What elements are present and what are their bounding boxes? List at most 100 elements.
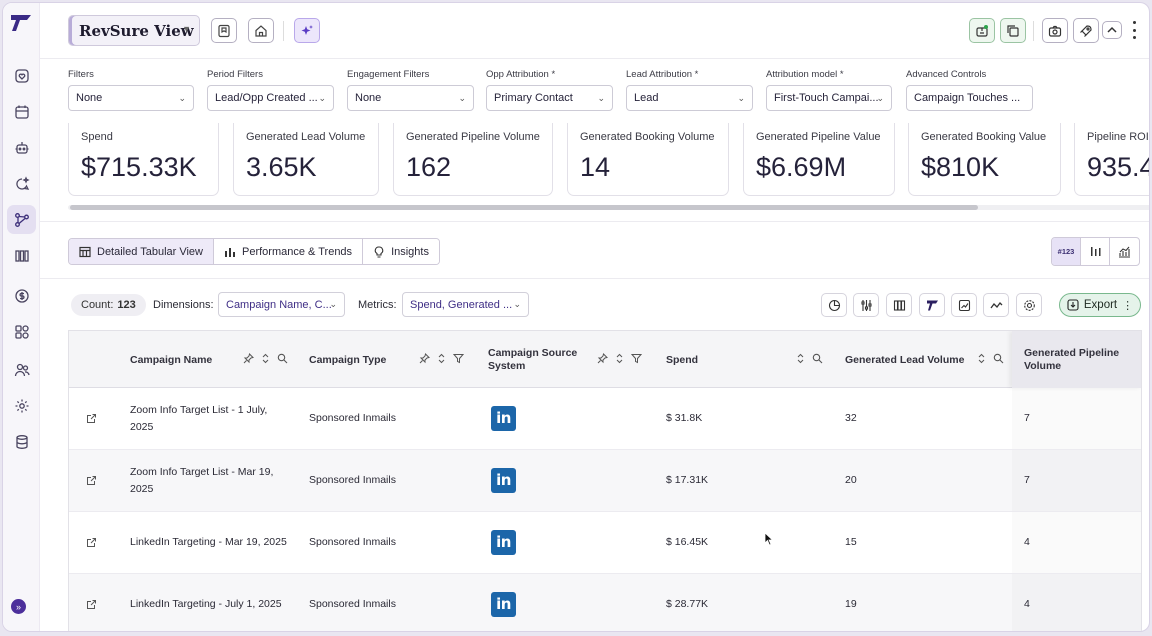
open-link-button[interactable] [86, 450, 97, 511]
filter-value: Campaign Touches ... [914, 92, 1021, 104]
filter-select[interactable]: None ⌄ [68, 85, 194, 111]
ai-assistant-button[interactable] [294, 18, 320, 43]
filter-icon[interactable] [453, 353, 464, 364]
filter-select[interactable]: Lead ⌄ [626, 85, 753, 111]
collapse-button[interactable] [1102, 21, 1122, 39]
open-link-button[interactable] [86, 512, 97, 573]
column-header-campaign-name[interactable]: Campaign Name [130, 331, 308, 388]
tab-performance-trends[interactable]: Performance & Trends [214, 239, 364, 264]
revsure-filter-button[interactable] [919, 293, 945, 317]
sort-icon[interactable] [976, 353, 987, 364]
external-link-icon [87, 414, 96, 423]
kpi-card[interactable]: Generated Booking Value $810K [908, 123, 1061, 196]
kpi-card[interactable]: Generated Pipeline Volume 162 [393, 123, 553, 196]
sidebar-item-boards[interactable] [7, 241, 36, 270]
numeric-view-button[interactable]: #123 [1052, 238, 1081, 265]
count-label: Count: [81, 299, 114, 311]
copy-view-button[interactable] [1000, 18, 1026, 43]
pin-icon[interactable] [419, 353, 430, 364]
sidebar-item-home[interactable] [7, 61, 36, 90]
column-header-generated-pipeline-volume[interactable]: Generated Pipeline Volume [1012, 331, 1141, 388]
filter-select[interactable]: Lead/Opp Created ... ⌄ [207, 85, 334, 111]
cell-campaign-name: LinkedIn Targeting - July 1, 2025 [130, 598, 282, 610]
table-row[interactable]: LinkedIn Targeting - July 1, 2025 Sponso… [69, 574, 1141, 631]
expand-sidebar-button[interactable]: » [11, 599, 26, 614]
kpi-card[interactable]: Generated Pipeline Value $6.69M [743, 123, 895, 196]
filter-icon[interactable] [631, 353, 642, 364]
header-actions [243, 353, 288, 364]
sort-icon[interactable] [795, 353, 806, 364]
tab-insights[interactable]: Insights [363, 239, 439, 264]
table-settings-button[interactable] [1016, 293, 1042, 317]
adjust-columns-button[interactable] [853, 293, 879, 317]
column-header-campaign-source-system[interactable]: Campaign Source System [488, 331, 666, 388]
trend-chart-button[interactable] [951, 293, 977, 317]
filter-select[interactable]: Campaign Touches ... [906, 85, 1033, 111]
column-header-spend[interactable]: Spend [666, 331, 844, 388]
home-button[interactable] [248, 18, 274, 43]
export-button[interactable]: Export ⋮ [1059, 293, 1141, 317]
view-selector[interactable]: RevSure View ▼ [68, 15, 200, 46]
open-link-button[interactable] [86, 388, 97, 449]
kpi-card[interactable]: Spend $715.33K [68, 123, 219, 196]
cell-campaign-type: Sponsored Inmails [309, 598, 396, 610]
sparkline-button[interactable] [983, 293, 1009, 317]
sidebar-item-data[interactable] [7, 427, 36, 456]
linkedin-icon: in [491, 574, 516, 631]
sidebar-item-chat[interactable] [7, 169, 36, 198]
sort-icon[interactable] [260, 353, 271, 364]
search-icon[interactable] [993, 353, 1004, 364]
snapshot-button[interactable] [1042, 18, 1068, 43]
lightbulb-icon [374, 245, 384, 258]
filter-select[interactable]: Primary Contact ⌄ [486, 85, 613, 111]
kpi-card[interactable]: Generated Lead Volume 3.65K [233, 123, 379, 196]
column-view-button[interactable] [886, 293, 912, 317]
filter-select[interactable]: First-Touch Campai... ⌄ [766, 85, 892, 111]
bar-chart-icon [225, 247, 235, 257]
sidebar-item-user-settings[interactable] [7, 317, 36, 346]
sidebar-item-integrations[interactable] [7, 391, 36, 420]
metrics-select[interactable]: Spend, Generated ... ⌄ [402, 292, 529, 317]
metrics-value: Spend, Generated ... [410, 298, 513, 311]
kpi-scrollbar[interactable] [68, 205, 1149, 210]
kpi-card[interactable]: Pipeline ROI 935.4 [1074, 123, 1149, 196]
column-header-generated-lead-volume[interactable]: Generated Lead Volume [845, 331, 1013, 388]
chart-view-button[interactable] [1110, 238, 1139, 265]
share-button[interactable] [969, 18, 995, 43]
pin-icon[interactable] [243, 353, 254, 364]
revsure-logo-icon[interactable] [10, 13, 32, 33]
sidebar-item-agent[interactable] [7, 133, 36, 162]
sidebar-item-revenue[interactable] [7, 281, 36, 310]
table-row[interactable]: Zoom Info Target List - 1 July, 2025 Spo… [69, 388, 1141, 450]
distribution-view-button[interactable] [1081, 238, 1110, 265]
bookmark-button[interactable] [211, 18, 237, 43]
dimensions-select[interactable]: Campaign Name, C... ⌄ [218, 292, 345, 317]
filter-opp-attribution: Opp Attribution * Primary Contact ⌄ [486, 69, 613, 111]
more-menu-button[interactable] [1131, 21, 1137, 39]
sort-icon[interactable] [436, 353, 447, 364]
sidebar-item-people[interactable] [7, 355, 36, 384]
gear-icon [1023, 299, 1035, 311]
search-icon[interactable] [277, 353, 288, 364]
cell-pipeline-volume: 7 [1024, 412, 1030, 424]
main-content: RevSure View ▼ [40, 3, 1149, 631]
column-header-campaign-type[interactable]: Campaign Type [309, 331, 487, 388]
sort-icon[interactable] [614, 353, 625, 364]
cell-lead-volume: 20 [845, 474, 857, 486]
launch-button[interactable] [1073, 18, 1099, 43]
external-link-icon [87, 538, 96, 547]
camera-icon [1048, 25, 1062, 37]
kpi-card[interactable]: Generated Booking Volume 14 [567, 123, 729, 196]
pie-chart-button[interactable] [821, 293, 847, 317]
filter-value: Lead [634, 92, 659, 104]
table-row[interactable]: LinkedIn Targeting - Mar 19, 2025 Sponso… [69, 512, 1141, 574]
pin-icon[interactable] [597, 353, 608, 364]
tab-detailed-tabular-view[interactable]: Detailed Tabular View [69, 239, 214, 264]
open-link-button[interactable] [86, 574, 97, 631]
table-row[interactable]: Zoom Info Target List - Mar 19, 2025 Spo… [69, 450, 1141, 512]
sidebar-item-attribution[interactable] [7, 205, 36, 234]
filter-select[interactable]: None ⌄ [347, 85, 474, 111]
kpi-scrollbar-thumb[interactable] [70, 205, 978, 210]
search-icon[interactable] [812, 353, 823, 364]
sidebar-item-calendar[interactable] [7, 97, 36, 126]
